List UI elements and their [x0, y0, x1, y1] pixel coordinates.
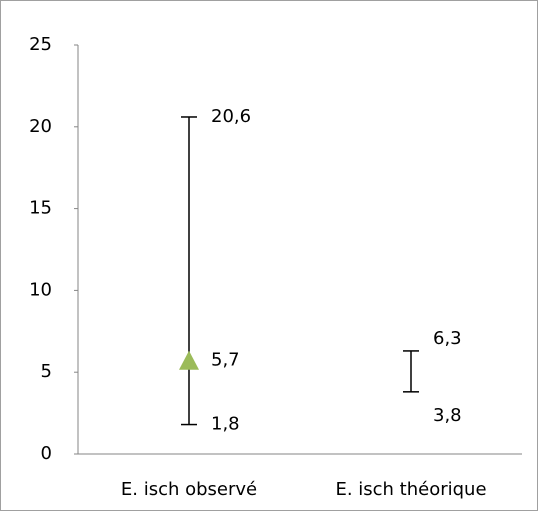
x-tick-label: E. isch théorique	[335, 479, 486, 500]
point-marker	[179, 350, 199, 370]
low-label: 3,8	[433, 405, 462, 426]
y-tick-label: 10	[29, 279, 52, 300]
y-tick-label: 5	[41, 361, 52, 382]
high-label: 6,3	[433, 328, 462, 349]
y-tick-label: 20	[29, 116, 52, 137]
y-tick-label: 25	[29, 34, 52, 55]
y-tick-label: 0	[41, 443, 52, 464]
x-tick-label: E. isch observé	[121, 479, 257, 500]
high-label: 20,6	[211, 106, 251, 127]
point-label: 5,7	[211, 350, 240, 371]
low-label: 1,8	[211, 414, 240, 435]
y-tick-label: 15	[29, 198, 52, 219]
